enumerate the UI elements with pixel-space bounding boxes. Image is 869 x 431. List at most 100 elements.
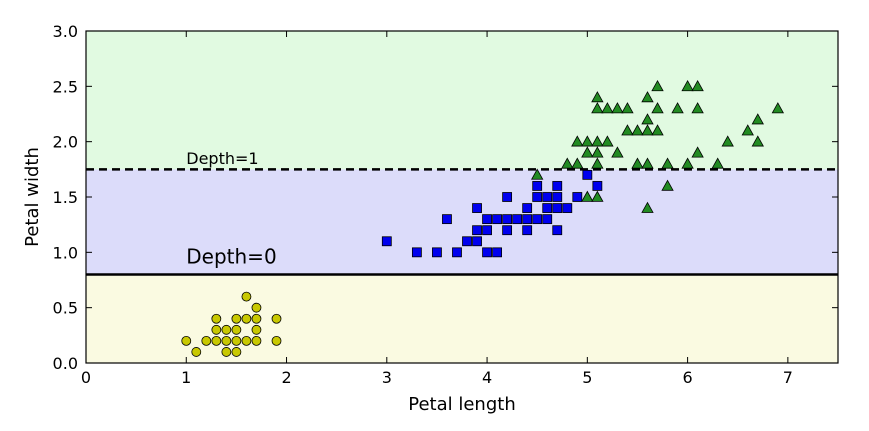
- point-square-5: [462, 236, 472, 247]
- point-square-10: [482, 225, 492, 236]
- depth-label-0: Depth=0: [186, 244, 276, 268]
- x-tick-label: 4: [482, 368, 492, 387]
- point-circle-20: [271, 335, 282, 346]
- point-triangle-24: [641, 113, 654, 125]
- point-triangle-37: [711, 157, 724, 169]
- point-square-4: [452, 247, 462, 258]
- x-tick-label: 3: [382, 368, 392, 387]
- y-tick-label: 3.0: [53, 22, 78, 41]
- point-triangle-16: [611, 102, 624, 114]
- point-circle-2: [201, 335, 212, 346]
- point-square-13: [492, 214, 502, 225]
- annotations: Depth=0 Depth=1: [186, 149, 276, 269]
- point-square-29: [552, 192, 563, 202]
- point-triangle-34: [691, 146, 704, 158]
- point-triangle-1: [561, 157, 574, 169]
- point-circle-17: [251, 324, 262, 335]
- point-triangle-28: [651, 80, 664, 92]
- point-triangle-15: [611, 146, 624, 158]
- point-circle-19: [251, 302, 262, 313]
- point-circle-15: [241, 291, 252, 302]
- point-circle-10: [231, 335, 242, 346]
- x-tick-label: 0: [81, 368, 91, 387]
- y-tick-label: 0.5: [53, 299, 78, 318]
- y-tick-label: 1.0: [53, 243, 78, 262]
- point-circle-11: [231, 324, 242, 335]
- point-triangle-30: [661, 157, 674, 169]
- point-triangle-7: [591, 190, 604, 202]
- point-square-31: [562, 203, 573, 213]
- point-square-17: [512, 214, 523, 225]
- point-circle-13: [241, 335, 252, 346]
- decision-boundaries: [86, 168, 838, 276]
- x-tick-label: 7: [783, 368, 793, 387]
- point-square-26: [542, 192, 553, 202]
- y-axis-label: Petal width: [22, 147, 43, 247]
- point-square-25: [542, 203, 553, 213]
- point-triangle-19: [631, 157, 644, 169]
- point-triangle-32: [681, 157, 694, 169]
- point-triangle-39: [741, 124, 754, 136]
- point-triangle-18: [621, 102, 634, 114]
- point-triangle-10: [591, 135, 604, 147]
- point-circle-5: [211, 313, 222, 324]
- point-square-21: [532, 214, 543, 225]
- decision-regions: [86, 31, 838, 363]
- point-triangle-33: [681, 80, 694, 92]
- point-circle-9: [231, 347, 242, 357]
- point-triangle-29: [661, 179, 674, 191]
- point-circle-8: [221, 324, 232, 335]
- axis-ticks: 0 1 2 3 4 5 6 7 0.0 0.5 1.0 1.5 2.0 2.5 3.0: [53, 22, 838, 387]
- y-tick-label: 2.5: [53, 77, 78, 96]
- y-tick-label: 1.5: [53, 188, 78, 207]
- point-square-9: [482, 247, 492, 258]
- point-triangle-13: [601, 135, 614, 147]
- point-square-33: [582, 169, 593, 180]
- point-square-22: [532, 192, 543, 202]
- point-square-15: [502, 214, 513, 225]
- point-triangle-12: [591, 91, 604, 103]
- point-square-34: [592, 181, 603, 191]
- point-triangle-40: [751, 135, 764, 147]
- point-triangle-11: [591, 102, 604, 114]
- x-tick-label: 1: [181, 368, 191, 387]
- y-tick-label: 2.0: [53, 133, 78, 152]
- point-circle-3: [211, 335, 222, 346]
- point-triangle-4: [581, 190, 594, 202]
- point-square-8: [472, 203, 482, 213]
- point-triangle-26: [651, 124, 664, 136]
- point-triangle-22: [641, 157, 654, 169]
- point-triangle-17: [621, 124, 634, 136]
- point-triangle-5: [581, 146, 594, 158]
- point-circle-18: [251, 313, 262, 324]
- point-square-1: [411, 247, 422, 258]
- point-triangle-23: [641, 124, 654, 136]
- point-square-18: [522, 225, 533, 236]
- point-circle-6: [221, 347, 232, 357]
- point-triangle-36: [691, 80, 704, 92]
- point-triangle-31: [671, 102, 684, 114]
- point-triangle-27: [651, 102, 664, 114]
- point-square-12: [492, 247, 502, 258]
- x-tick-label: 2: [281, 368, 291, 387]
- point-triangle-3: [571, 135, 584, 147]
- point-circle-12: [231, 313, 242, 324]
- point-square-19: [522, 214, 533, 225]
- point-square-30: [552, 181, 563, 191]
- point-triangle-42: [771, 102, 785, 114]
- point-square-2: [432, 247, 442, 258]
- point-square-0: [381, 236, 392, 247]
- point-square-23: [532, 181, 543, 191]
- point-square-7: [472, 225, 482, 236]
- point-circle-21: [271, 313, 282, 324]
- point-square-3: [442, 214, 452, 225]
- point-square-14: [502, 225, 513, 236]
- x-tick-label: 5: [582, 368, 592, 387]
- point-triangle-8: [591, 157, 604, 169]
- data-points: [181, 80, 785, 357]
- x-tick-label: 6: [683, 368, 693, 387]
- point-triangle-41: [751, 113, 764, 125]
- region-0: [86, 274, 838, 363]
